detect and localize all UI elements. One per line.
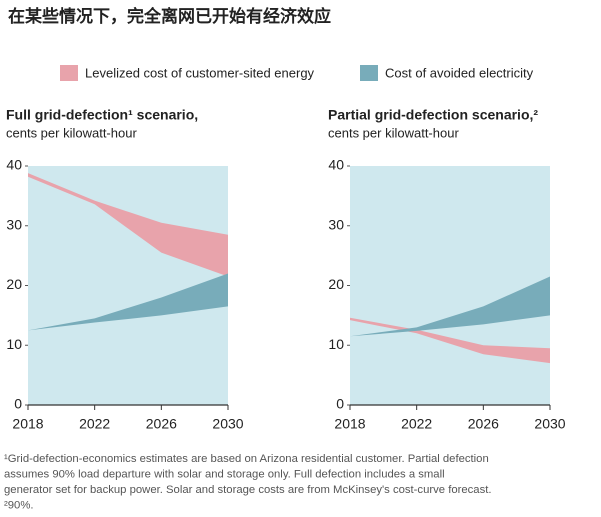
- x-tick-label: 2018: [12, 416, 43, 432]
- plot-background: [350, 166, 550, 405]
- legend-label: Cost of avoided electricity: [385, 65, 534, 80]
- x-tick-label: 2026: [468, 416, 499, 432]
- x-tick-label: 2026: [146, 416, 177, 432]
- y-tick-label: 0: [14, 396, 22, 412]
- band-area: Levelized cost of customer-sited energy: [350, 317, 550, 364]
- y-tick-label: 20: [6, 276, 22, 292]
- y-tick-label: 40: [6, 157, 22, 173]
- x-tick-label: 2022: [79, 416, 110, 432]
- y-tick-label: 10: [6, 336, 22, 352]
- x-tick-label: 2018: [334, 416, 365, 432]
- footnote-line: generator set for backup power. Solar an…: [4, 484, 492, 496]
- band-area: Cost of avoided electricity: [350, 276, 550, 337]
- chart-subtitle: cents per kilowatt-hour: [328, 125, 459, 140]
- header-title: 在某些情况下，完全离网已开始有经济效应: [8, 6, 331, 26]
- legend-swatch: [360, 65, 378, 81]
- legend-swatch: [60, 65, 78, 81]
- band-area: Cost of avoided electricity: [28, 273, 228, 331]
- y-tick-label: 30: [6, 216, 22, 232]
- x-tick-label: 2030: [212, 416, 243, 432]
- y-tick-label: 40: [328, 157, 344, 173]
- chart-subtitle: cents per kilowatt-hour: [6, 125, 137, 140]
- footnote-line: ²90%.: [4, 499, 34, 511]
- x-tick-label: 2030: [534, 416, 565, 432]
- y-tick-label: 10: [328, 336, 344, 352]
- band-area: Levelized cost of customer-sited energy: [28, 173, 228, 277]
- chart-title: Partial grid-defection scenario,²: [328, 107, 538, 123]
- footnote-line: assumes 90% load departure with solar an…: [4, 468, 445, 480]
- y-tick-label: 0: [336, 396, 344, 412]
- chart-title: Full grid-defection¹ scenario,: [6, 107, 198, 123]
- legend-label: Levelized cost of customer-sited energy: [85, 65, 315, 80]
- x-tick-label: 2022: [401, 416, 432, 432]
- y-tick-label: 30: [328, 216, 344, 232]
- footnote-line: ¹Grid-defection-economics estimates are …: [4, 453, 489, 465]
- y-tick-label: 20: [328, 276, 344, 292]
